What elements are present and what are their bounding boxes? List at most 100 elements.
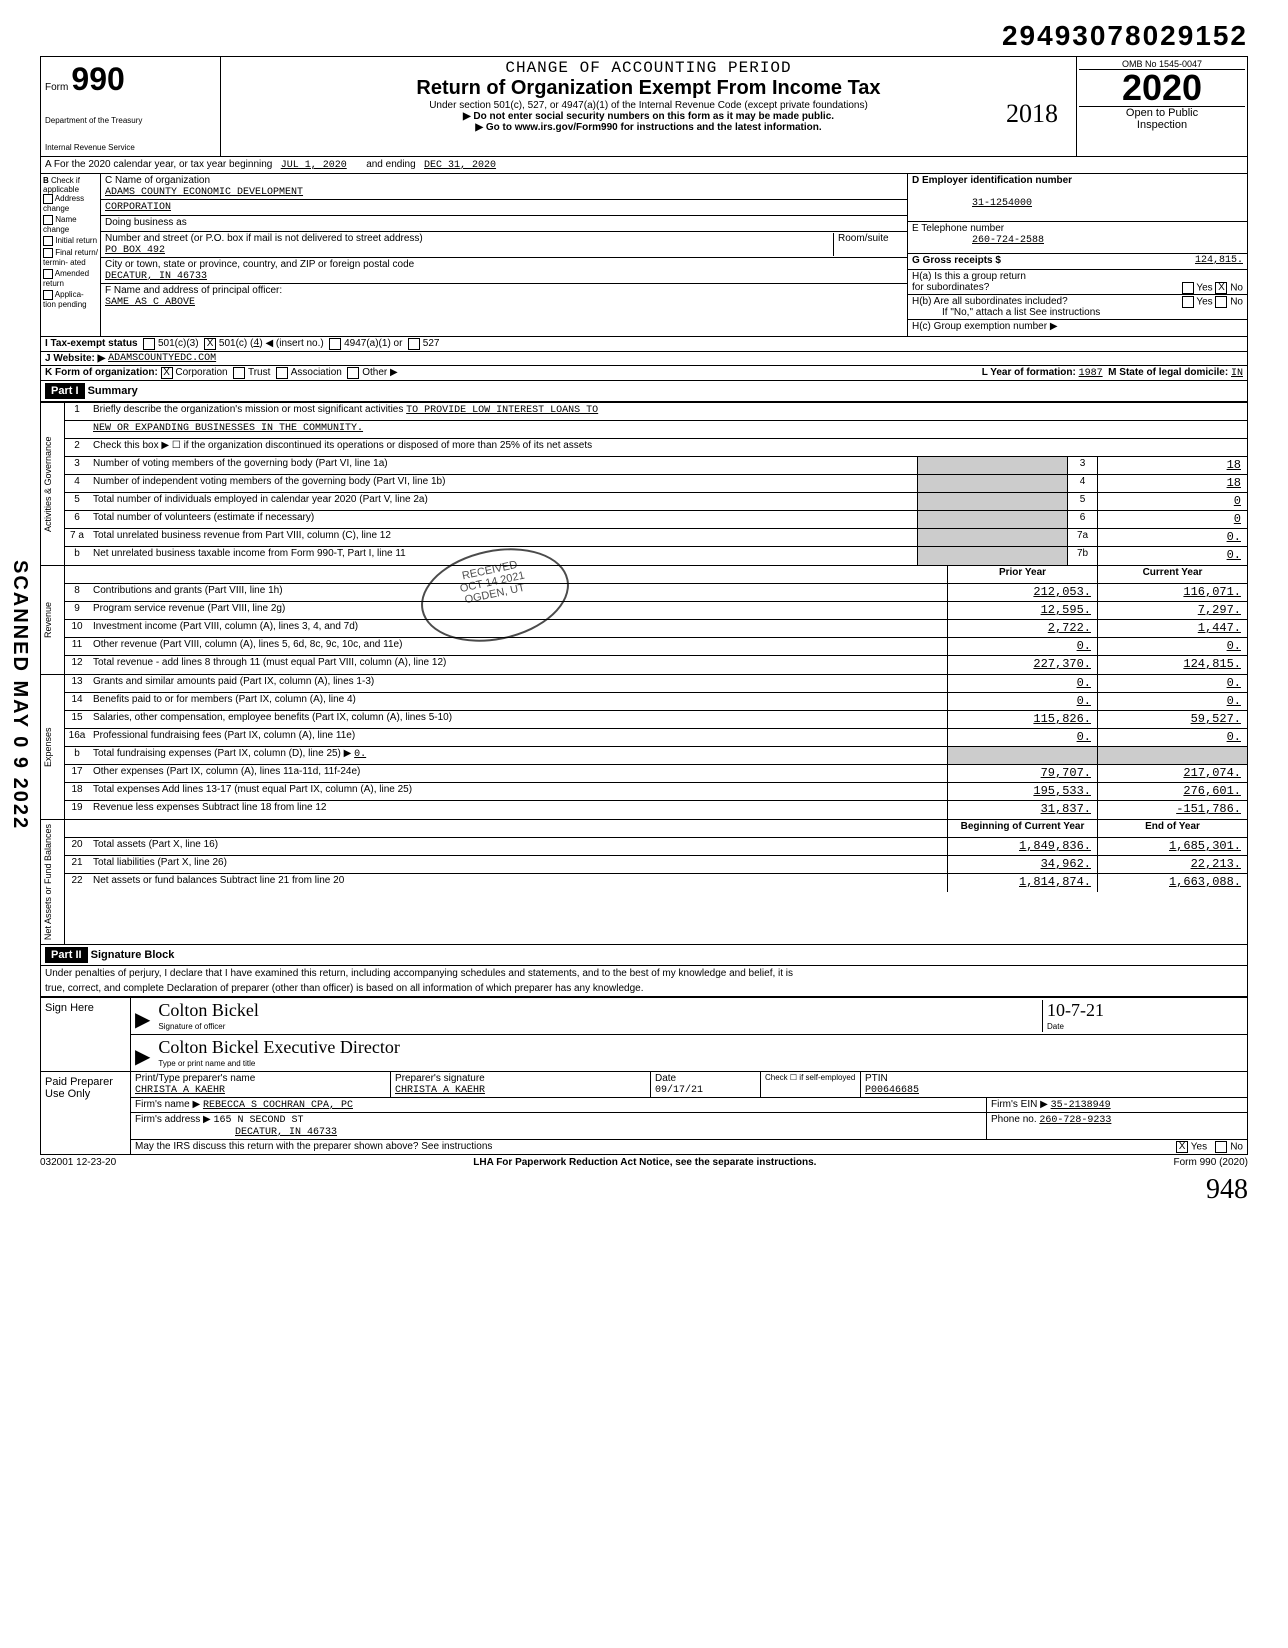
preparer-date: 09/17/21: [655, 1085, 703, 1096]
hb-no: No: [1230, 297, 1243, 308]
chk-amended[interactable]: [43, 269, 53, 279]
firm-ein-label: Firm's EIN ▶: [991, 1099, 1048, 1110]
sign-arrow-2: ▶: [135, 1044, 150, 1069]
sign-arrow-1: ▶: [135, 1007, 150, 1032]
shaded-2: [1097, 747, 1247, 764]
chk-address[interactable]: [43, 194, 53, 204]
summary-row: 1 Briefly describe the organization's mi…: [65, 403, 1247, 421]
hb-no-box[interactable]: [1215, 296, 1227, 308]
ha-yes: Yes: [1196, 283, 1212, 294]
row-j: J Website: ▶ ADAMSCOUNTYEDC.COM: [40, 352, 1248, 366]
prior-year-val: 212,053.: [947, 584, 1097, 601]
prior-year-val: 0.: [947, 675, 1097, 692]
summary-row: 20 Total assets (Part X, line 16) 1,849,…: [65, 838, 1247, 856]
summary-row: 12 Total revenue - add lines 8 through 1…: [65, 656, 1247, 674]
prior-year-val: 31,837.: [947, 801, 1097, 819]
k-other: Other ▶: [362, 367, 397, 379]
e-label: E Telephone number: [912, 223, 1004, 234]
k-trust-box[interactable]: [233, 367, 245, 379]
state-domicile: IN: [1231, 368, 1243, 379]
line-desc: Number of independent voting members of …: [89, 475, 917, 492]
phone: 260-724-2588: [972, 235, 1044, 246]
line-desc: Grants and similar amounts paid (Part IX…: [89, 675, 947, 692]
part1-title: Summary: [88, 385, 138, 397]
line-desc: Revenue less expenses Subtract line 18 f…: [89, 801, 947, 819]
summary-row: 5 Total number of individuals employed i…: [65, 493, 1247, 511]
col-header-prior: Beginning of Current Year: [947, 820, 1097, 837]
name-label: Type or print name and title: [158, 1059, 255, 1068]
line-num: 17: [65, 765, 89, 782]
line-num: 22: [65, 874, 89, 892]
k-other-box[interactable]: [347, 367, 359, 379]
i-label: I Tax-exempt status: [45, 338, 138, 350]
k-corp-box[interactable]: X: [161, 367, 173, 379]
summary-row: 4 Number of independent voting members o…: [65, 475, 1247, 493]
f-label: F Name and address of principal officer:: [105, 285, 282, 296]
current-year-val: 0.: [1097, 693, 1247, 710]
line-box: 3: [1067, 457, 1097, 474]
line-num: 11: [65, 638, 89, 655]
shaded-cell: [917, 457, 1067, 474]
irs-no-box[interactable]: [1215, 1141, 1227, 1153]
hb-yes-box[interactable]: [1182, 296, 1194, 308]
i-501c3-box[interactable]: [143, 338, 155, 350]
line-box: 4: [1067, 475, 1097, 492]
prep-h3: Date: [655, 1073, 676, 1084]
line-num: b: [65, 747, 89, 764]
k-corp: Corporation: [175, 367, 227, 379]
current-year-val: 1,685,301.: [1097, 838, 1247, 855]
summary-row: 15 Salaries, other compensation, employe…: [65, 711, 1247, 729]
year-end: DEC 31, 2020: [424, 160, 496, 171]
irs-yes: Yes: [1191, 1142, 1207, 1153]
i-527: 527: [423, 338, 440, 350]
ha-no-box[interactable]: X: [1215, 282, 1227, 294]
addr-label: Number and street (or P.O. box if mail i…: [105, 233, 423, 244]
line-num: 16a: [65, 729, 89, 746]
firm-name: REBECCA S COCHRAN CPA, PC: [203, 1100, 353, 1111]
chk-initial[interactable]: [43, 236, 53, 246]
summary-row: 17 Other expenses (Part IX, column (A), …: [65, 765, 1247, 783]
irs-yes-box[interactable]: X: [1176, 1141, 1188, 1153]
summary-row: b Net unrelated business taxable income …: [65, 547, 1247, 565]
i-501c3: 501(c)(3): [158, 338, 199, 350]
line-desc: Other expenses (Part IX, column (A), lin…: [89, 765, 947, 782]
hb-yes: Yes: [1196, 297, 1212, 308]
current-year-val: 1,447.: [1097, 620, 1247, 637]
l-label: L Year of formation:: [982, 367, 1076, 378]
officer-signature: Colton Bickel: [158, 1000, 259, 1020]
line-num: 15: [65, 711, 89, 728]
k-assoc-box[interactable]: [276, 367, 288, 379]
irs-discuss: May the IRS discuss this return with the…: [135, 1141, 492, 1152]
scanned-stamp: SCANNED MAY 0 9 2022: [8, 560, 31, 830]
chk-application[interactable]: [43, 290, 53, 300]
row-a-mid: and ending: [366, 159, 416, 170]
chk-name[interactable]: [43, 215, 53, 225]
summary-row: 9 Program service revenue (Part VIII, li…: [65, 602, 1247, 620]
summary-row: 16a Professional fundraising fees (Part …: [65, 729, 1247, 747]
line-num: 8: [65, 584, 89, 601]
prior-year-val: 1,814,874.: [947, 874, 1097, 892]
line-value: 18: [1097, 475, 1247, 492]
goto-url: ▶ Go to www.irs.gov/Form990 for instruct…: [227, 122, 1070, 133]
prior-year-val: 115,826.: [947, 711, 1097, 728]
date-label: Date: [1047, 1022, 1064, 1031]
i-4947-box[interactable]: [329, 338, 341, 350]
line-desc: Net unrelated business taxable income fr…: [89, 547, 917, 565]
firm-label: Firm's name ▶: [135, 1099, 200, 1110]
prior-year-val: 2,722.: [947, 620, 1097, 637]
accounting-period: CHANGE OF ACCOUNTING PERIOD: [227, 59, 1070, 77]
i-501c-box[interactable]: X: [204, 338, 216, 350]
sign-date: 10-7-21: [1047, 1000, 1104, 1020]
i-527-box[interactable]: [408, 338, 420, 350]
col-header-current: Current Year: [1097, 566, 1247, 583]
line-desc: Investment income (Part VIII, column (A)…: [89, 620, 947, 637]
current-year-val: 0.: [1097, 675, 1247, 692]
sign-here-label: Sign Here: [41, 998, 131, 1071]
shaded-cell: [917, 547, 1067, 565]
summary-row: NEW OR EXPANDING BUSINESSES IN THE COMMU…: [65, 421, 1247, 439]
stamp-2018: 2018: [1006, 99, 1058, 129]
chk-final[interactable]: [43, 248, 53, 258]
j-label: J Website: ▶: [45, 353, 105, 364]
ha-yes-box[interactable]: [1182, 282, 1194, 294]
part2-hdr: Part II: [45, 947, 88, 963]
